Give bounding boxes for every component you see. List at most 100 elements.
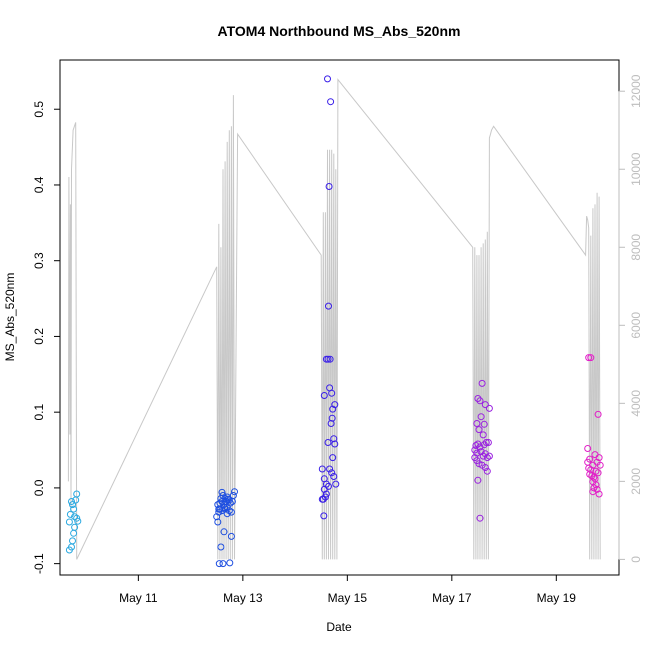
data-point — [481, 401, 489, 409]
data-point — [214, 518, 222, 526]
data-point — [73, 514, 81, 522]
data-point — [326, 465, 334, 473]
data-point — [231, 488, 238, 496]
data-point — [474, 395, 482, 402]
y-left-axis: -0.1 0.0 0.1 0.2 0.3 0.4 0.5 — [32, 101, 60, 574]
data-point — [71, 513, 79, 521]
data-point — [70, 529, 78, 537]
y-right-tick-label: 8000 — [629, 234, 643, 261]
data-point — [322, 490, 330, 498]
plot-box — [59, 59, 620, 576]
data-point — [477, 413, 485, 421]
data-point — [327, 420, 335, 427]
data-point — [215, 560, 223, 568]
data-point — [329, 405, 337, 413]
data-point — [594, 410, 602, 418]
data-point — [227, 508, 235, 516]
data-point — [328, 414, 336, 422]
y-left-tick-label: -0.1 — [32, 553, 46, 574]
data-point — [590, 473, 598, 481]
x-tick-label: May 17 — [432, 591, 472, 605]
data-point — [331, 440, 339, 448]
data-point — [320, 392, 328, 399]
data-point — [65, 518, 73, 526]
data-point — [328, 469, 336, 477]
y-right-tick-label: 12000 — [629, 74, 643, 108]
data-point — [484, 439, 492, 446]
data-point — [476, 397, 484, 405]
data-point — [318, 465, 326, 473]
data-point — [483, 454, 491, 462]
y-left-tick-label: 0.4 — [32, 176, 46, 193]
data-point — [229, 492, 237, 499]
data-point — [329, 454, 337, 462]
data-point — [325, 183, 333, 190]
data-point — [479, 431, 487, 439]
data-point — [327, 98, 335, 106]
y-left-tick-label: 0.0 — [32, 479, 46, 496]
y-right-tick-label: 6000 — [629, 312, 643, 339]
y-right-tick-label: 4000 — [629, 390, 643, 417]
data-point — [74, 517, 82, 525]
data-point — [330, 473, 338, 480]
data-point — [71, 523, 79, 531]
chart-title: ATOM4 Northbound MS_Abs_520nm — [218, 23, 461, 39]
data-point — [325, 302, 332, 310]
data-point — [584, 445, 592, 452]
scatter-points — [65, 75, 604, 568]
data-point — [591, 451, 599, 459]
data-point — [328, 389, 336, 397]
data-point — [473, 420, 481, 427]
data-point — [481, 464, 489, 471]
data-point — [475, 426, 483, 434]
data-point — [221, 495, 229, 502]
data-point — [587, 354, 595, 362]
data-point — [476, 514, 484, 522]
y-left-tick-label: 0.3 — [32, 252, 46, 269]
data-point — [473, 449, 481, 457]
data-point — [480, 441, 488, 449]
data-point — [482, 439, 490, 446]
data-point — [69, 501, 76, 509]
data-point — [593, 485, 601, 493]
data-point — [220, 528, 228, 536]
data-point — [585, 354, 593, 362]
data-point — [226, 499, 234, 507]
data-point — [70, 505, 78, 513]
data-point — [320, 512, 328, 520]
data-point — [319, 495, 327, 503]
x-tick-label: May 15 — [328, 591, 368, 605]
data-point — [590, 484, 598, 492]
y-left-tick-label: 0.1 — [32, 404, 46, 421]
data-point — [595, 490, 603, 498]
data-point — [472, 442, 480, 449]
y-right-tick-label: 2000 — [629, 468, 643, 495]
data-point — [332, 480, 340, 488]
data-point — [481, 450, 489, 458]
data-point — [227, 532, 235, 540]
data-point — [326, 355, 334, 363]
data-point — [477, 448, 485, 456]
x-axis: May 11 May 13 May 15 May 17 May 19 — [119, 575, 576, 605]
data-point — [485, 452, 493, 460]
data-point — [483, 467, 491, 475]
data-point — [324, 439, 332, 446]
data-point — [215, 508, 223, 516]
data-point — [73, 490, 81, 498]
data-point — [474, 476, 482, 484]
data-point — [223, 510, 231, 518]
x-tick-label: May 19 — [537, 591, 577, 605]
data-point — [68, 498, 75, 505]
y-right-axis: 0 2000 4000 6000 8000 10000 12000 — [618, 74, 643, 563]
x-tick-label: May 13 — [223, 591, 263, 605]
data-point — [480, 420, 488, 428]
y-left-tick-label: 0.2 — [32, 328, 46, 345]
data-point — [324, 75, 331, 83]
line-trace — [67, 78, 601, 560]
data-point — [589, 488, 597, 496]
data-point — [330, 435, 338, 443]
data-point — [331, 401, 339, 409]
data-point — [217, 543, 225, 551]
data-point — [324, 355, 332, 363]
